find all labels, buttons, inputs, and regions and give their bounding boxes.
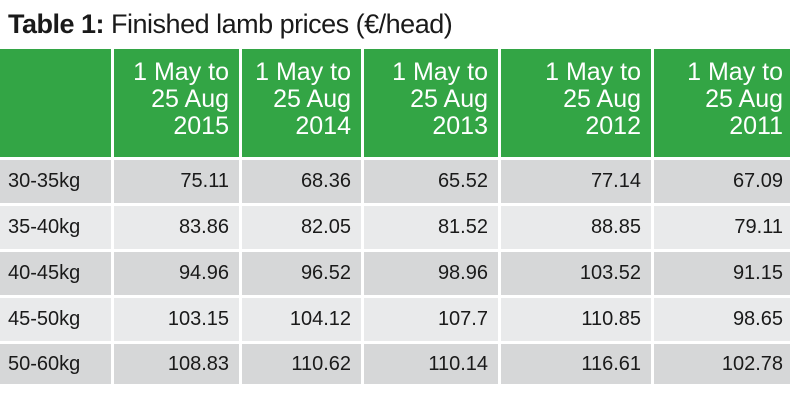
price-cell: 67.09: [654, 160, 790, 203]
column-header-line: 2012: [585, 112, 641, 140]
column-header-line: 2013: [432, 112, 488, 140]
price-cell: 102.78: [654, 344, 790, 384]
price-cell: 75.11: [114, 160, 239, 203]
price-cell: 91.15: [654, 252, 790, 295]
price-cell: 81.52: [364, 206, 498, 249]
row-label: 45-50kg: [0, 298, 111, 341]
column-header-line: 2014: [295, 112, 351, 140]
price-cell: 108.83: [114, 344, 239, 384]
column-header-line: 25 Aug: [410, 85, 488, 113]
price-cell: 96.52: [242, 252, 361, 295]
price-cell: 110.14: [364, 344, 498, 384]
price-cell: 82.05: [242, 206, 361, 249]
price-cell: 94.96: [114, 252, 239, 295]
column-header-line: 2011: [729, 112, 783, 140]
column-header-line: 25 Aug: [705, 85, 783, 113]
price-cell: 104.12: [242, 298, 361, 341]
column-header: 1 May to 25 Aug 2012: [501, 49, 651, 157]
row-label: 35-40kg: [0, 206, 111, 249]
column-header-line: 25 Aug: [563, 85, 641, 113]
price-cell: 98.65: [654, 298, 790, 341]
price-cell: 110.62: [242, 344, 361, 384]
column-header: 1 May to 25 Aug 2011: [654, 49, 790, 157]
price-cell: 98.96: [364, 252, 498, 295]
column-header: 1 May to 25 Aug 2015: [114, 49, 239, 157]
column-header-line: 2015: [173, 112, 229, 140]
column-header-line: 1 May to: [255, 58, 351, 86]
column-header-line: 25 Aug: [151, 85, 229, 113]
header-corner-cell: [0, 49, 111, 157]
price-cell: 88.85: [501, 206, 651, 249]
table-title-text: Finished lamb prices (€/head): [111, 9, 453, 39]
price-cell: 83.86: [114, 206, 239, 249]
price-cell: 77.14: [501, 160, 651, 203]
row-label: 40-45kg: [0, 252, 111, 295]
price-cell: 110.85: [501, 298, 651, 341]
table-title-label: Table 1:: [8, 9, 105, 39]
row-label: 50-60kg: [0, 344, 111, 384]
row-label: 30-35kg: [0, 160, 111, 203]
price-cell: 107.7: [364, 298, 498, 341]
column-header: 1 May to 25 Aug 2013: [364, 49, 498, 157]
price-cell: 116.61: [501, 344, 651, 384]
column-header: 1 May to 25 Aug 2014: [242, 49, 361, 157]
price-cell: 79.11: [654, 206, 790, 249]
price-cell: 103.52: [501, 252, 651, 295]
column-header-line: 1 May to: [545, 58, 641, 86]
price-cell: 65.52: [364, 160, 498, 203]
price-cell: 103.15: [114, 298, 239, 341]
column-header-line: 1 May to: [392, 58, 488, 86]
column-header-line: 1 May to: [133, 58, 229, 86]
price-table: 1 May to 25 Aug 2015 1 May to 25 Aug 2014 1 Ma…: [0, 49, 790, 384]
column-header-line: 1 May to: [687, 58, 783, 86]
price-cell: 68.36: [242, 160, 361, 203]
column-header-line: 25 Aug: [273, 85, 351, 113]
table-title: Table 1: Finished lamb prices (€/head): [8, 6, 453, 42]
